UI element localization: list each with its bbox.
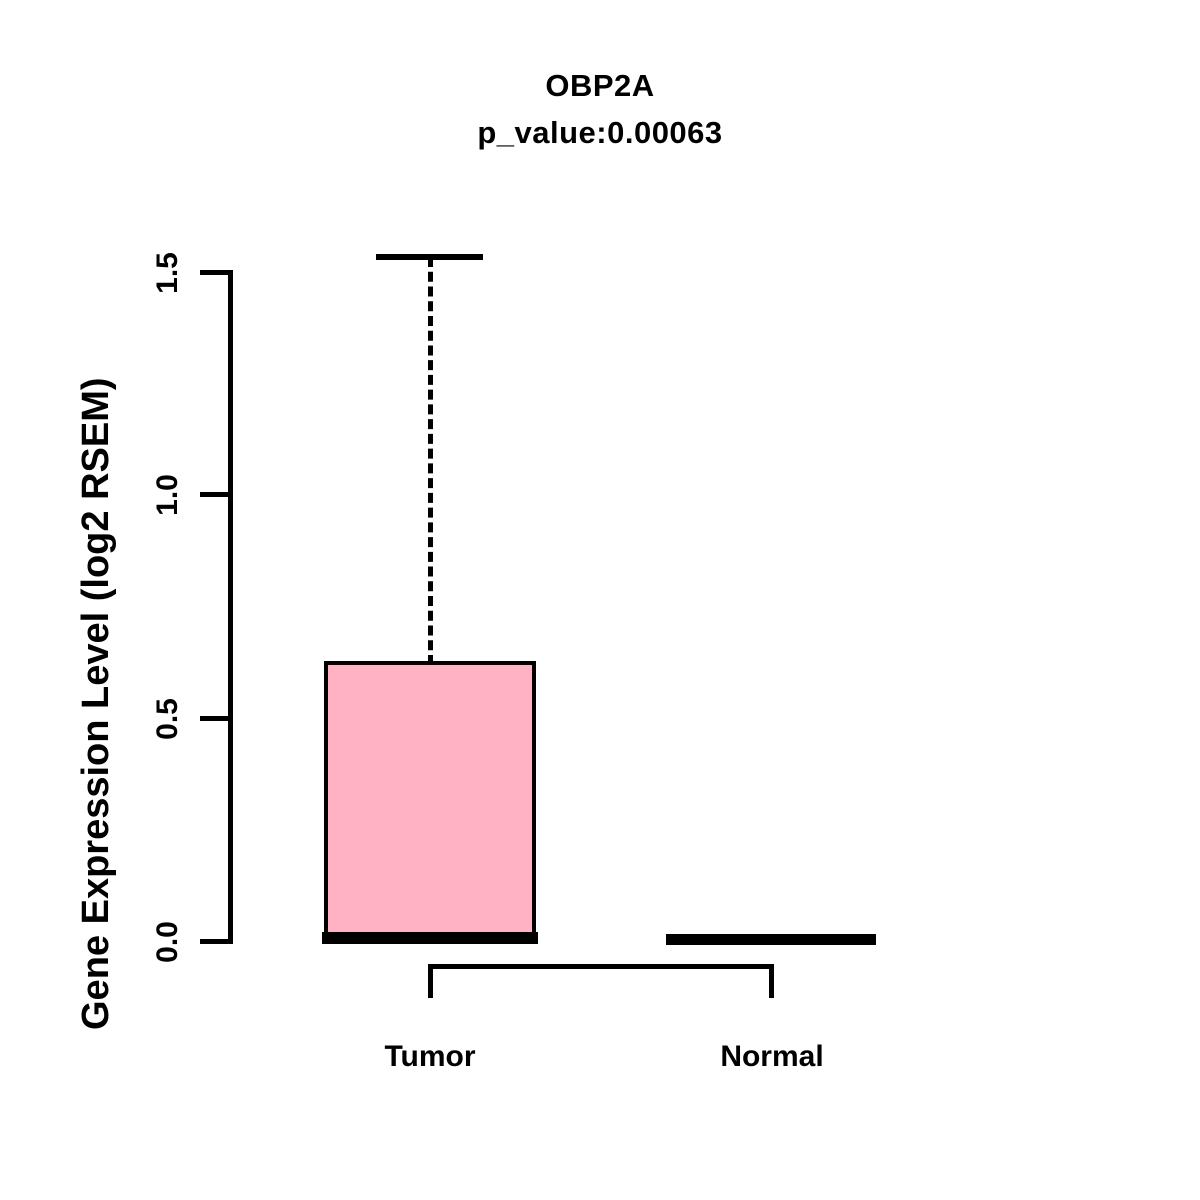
y-tick-label-1-0: 1.0 <box>151 474 184 516</box>
y-tick-label-0-5: 0.5 <box>151 698 184 740</box>
y-axis-spine <box>228 270 233 944</box>
title-block: OBP2A p_value:0.00063 <box>0 70 1200 148</box>
x-axis-tick-tumor <box>428 964 433 998</box>
y-axis-title: Gene Expression Level (log2 RSEM) <box>75 377 117 1030</box>
tumor-upper-whisker-line <box>428 257 433 665</box>
x-axis-spine <box>428 964 774 969</box>
y-tick-label-1-5: 1.5 <box>151 252 184 294</box>
x-tick-label-tumor: Tumor <box>384 1040 476 1073</box>
tumor-box[interactable] <box>324 661 536 942</box>
y-axis-tick-0-0 <box>200 939 232 944</box>
y-tick-label-0-0: 0.0 <box>151 921 184 963</box>
y-axis-tick-1-5 <box>200 270 232 275</box>
normal-box[interactable] <box>666 934 876 945</box>
chart-title: OBP2A <box>545 68 655 103</box>
y-axis-tick-0-5 <box>200 716 232 721</box>
chart-subtitle: p_value:0.00063 <box>477 115 723 150</box>
tumor-upper-whisker-cap <box>376 254 483 260</box>
x-tick-label-normal: Normal <box>720 1040 824 1073</box>
tumor-median-line <box>322 932 538 944</box>
x-axis-tick-normal <box>769 964 774 998</box>
y-axis-tick-1-0 <box>200 492 232 497</box>
